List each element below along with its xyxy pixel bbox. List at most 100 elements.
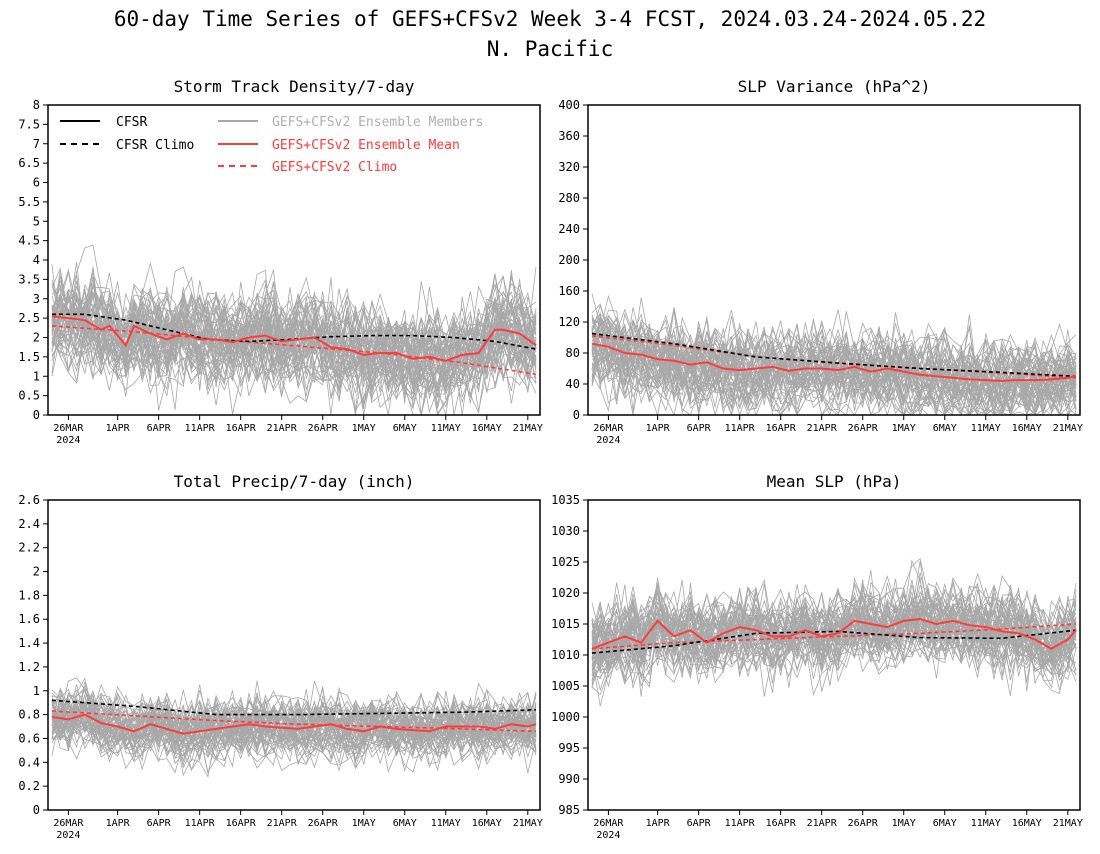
x-tick-label: 6APR: [687, 818, 712, 829]
ensemble-member-line: [591, 337, 1077, 415]
y-tick-label: 1.8: [18, 588, 40, 602]
plot-series-group: [51, 244, 537, 415]
y-tick-label: 1020: [551, 586, 580, 600]
x-tick-label: 16APR: [226, 818, 257, 829]
x-tick-label: 26APR: [308, 423, 339, 434]
x-tick-label: 16MAY: [472, 818, 502, 829]
y-tick-label: 1.6: [18, 612, 40, 626]
x-tick-label: 6APR: [687, 423, 712, 434]
series-ens-mean: [51, 713, 537, 735]
ensemble-member-line: [51, 276, 537, 361]
y-tick-label: 0: [33, 803, 40, 817]
y-tick-label: 0.5: [18, 389, 40, 403]
ensemble-member-line: [591, 602, 1077, 670]
plot-area: 0 0.5 1 1.5 2 2.5 3 3.5 4 4.5 5 5.5 6 6.5 7 7.5 8 26MAR 1A…: [18, 98, 543, 446]
y-tick-label: 2.4: [18, 517, 40, 531]
ensemble-member-line: [591, 605, 1077, 681]
x-tick-label: 6APR: [147, 423, 172, 434]
y-tick-label: 120: [558, 315, 580, 329]
x-tick-label: 26APR: [848, 423, 879, 434]
x-tick-label: 1APR: [646, 423, 671, 434]
y-tick-label: 1: [33, 369, 40, 383]
x-tick-label: 16APR: [226, 423, 257, 434]
y-tick-label: 0.6: [18, 731, 40, 745]
y-tick-label: 1.2: [18, 660, 40, 674]
panel-mean-slp: Mean SLP (hPa) 985 990 995 1000 1005 1010 1015…: [551, 472, 1083, 841]
y-tick-label: 2.5: [18, 311, 40, 325]
plot-area: 0 0.2 0.4 0.6 0.8 1 1.2 1.4 1.6 1.8 2 2.2 2.4 2.6 26MA…: [18, 493, 543, 841]
ensemble-member-line: [51, 704, 537, 768]
x-tick-label: 26MAR: [53, 818, 84, 829]
series-ens-mean: [591, 617, 1077, 650]
plot-frame: [47, 499, 541, 811]
x-year-label: 2024: [56, 435, 80, 446]
legend-label-ens-climo: GEFS+CFSv2 Climo: [272, 160, 397, 175]
y-tick-label: 280: [558, 191, 580, 205]
series-cfsr-climo: [591, 332, 1077, 378]
x-tick-label: 21APR: [267, 423, 298, 434]
ensemble-member-line: [591, 319, 1077, 412]
plot-series-group: [51, 677, 537, 778]
ensemble-member-line: [591, 591, 1077, 666]
y-tick-label: 1: [33, 684, 40, 698]
x-tick-label: 11APR: [185, 818, 216, 829]
y-tick-label: 0.2: [18, 779, 40, 793]
y-tick-label: 1030: [551, 524, 580, 538]
y-tick-label: 995: [558, 741, 580, 755]
x-tick-label: 16APR: [766, 423, 797, 434]
y-tick-label: 1015: [551, 617, 580, 631]
ensemble-member-line: [591, 341, 1077, 415]
x-tick-label: 21MAY: [1053, 423, 1083, 434]
x-tick-label: 26MAR: [593, 818, 624, 829]
x-tick-label: 21MAY: [1053, 818, 1083, 829]
x-tick-label: 1APR: [646, 818, 671, 829]
y-tick-label: 6: [33, 176, 40, 190]
plot-area: 0 40 80 120 160 200 240 280 320 360 400 26MAR 1APR 6A…: [558, 98, 1083, 446]
x-tick-label: 11MAY: [431, 423, 461, 434]
ensemble-member-line: [51, 685, 537, 755]
ensemble-member-line: [51, 276, 537, 390]
ensemble-member-line: [591, 315, 1077, 414]
panel-title: Total Precip/7-day (inch): [174, 472, 415, 491]
x-tick-label: 26APR: [848, 818, 879, 829]
x-tick-label: 6MAY: [933, 818, 957, 829]
x-tick-label: 1MAY: [892, 423, 916, 434]
y-tick-label: 160: [558, 284, 580, 298]
ensemble-member-line: [51, 288, 537, 410]
x-tick-label: 26MAR: [593, 423, 624, 434]
x-year-label: 2024: [56, 830, 80, 841]
y-tick-label: 2.2: [18, 541, 40, 555]
series-ens-climo: [51, 325, 537, 376]
y-tick-label: 2: [33, 331, 40, 345]
y-tick-label: 5.5: [18, 195, 40, 209]
ensemble-member-line: [51, 692, 537, 742]
ensemble-member-line: [51, 692, 537, 750]
y-tick-label: 1.4: [18, 636, 40, 650]
y-tick-label: 40: [566, 377, 580, 391]
series-ens-climo: [51, 710, 537, 733]
x-tick-label: 16MAY: [1012, 818, 1042, 829]
y-tick-label: 7.5: [18, 117, 40, 131]
ensemble-member-line: [591, 589, 1077, 680]
x-tick-label: 11MAY: [431, 818, 461, 829]
x-year-label: 2024: [596, 435, 620, 446]
x-tick-label: 26APR: [308, 818, 339, 829]
series-ens-climo: [591, 623, 1077, 650]
panel-title: SLP Variance (hPa^2): [738, 77, 931, 96]
x-tick-label: 1APR: [106, 423, 131, 434]
y-tick-label: 3: [33, 292, 40, 306]
ensemble-member-line: [51, 699, 537, 751]
y-tick-label: 4.5: [18, 234, 40, 248]
ensemble-member-line: [591, 603, 1077, 697]
plot-series-group: [591, 293, 1077, 415]
plot-area: 985 990 995 1000 1005 1010 1015 1020 1025 1030 103…: [551, 493, 1083, 841]
ensemble-member-line: [51, 272, 537, 385]
y-tick-label: 320: [558, 160, 580, 174]
y-tick-label: 0: [573, 408, 580, 422]
series-ens-mean: [591, 342, 1077, 382]
y-tick-label: 1010: [551, 648, 580, 662]
ensemble-member-line: [51, 280, 537, 387]
panel-title: Mean SLP (hPa): [767, 472, 902, 491]
y-tick-label: 8: [33, 98, 40, 112]
